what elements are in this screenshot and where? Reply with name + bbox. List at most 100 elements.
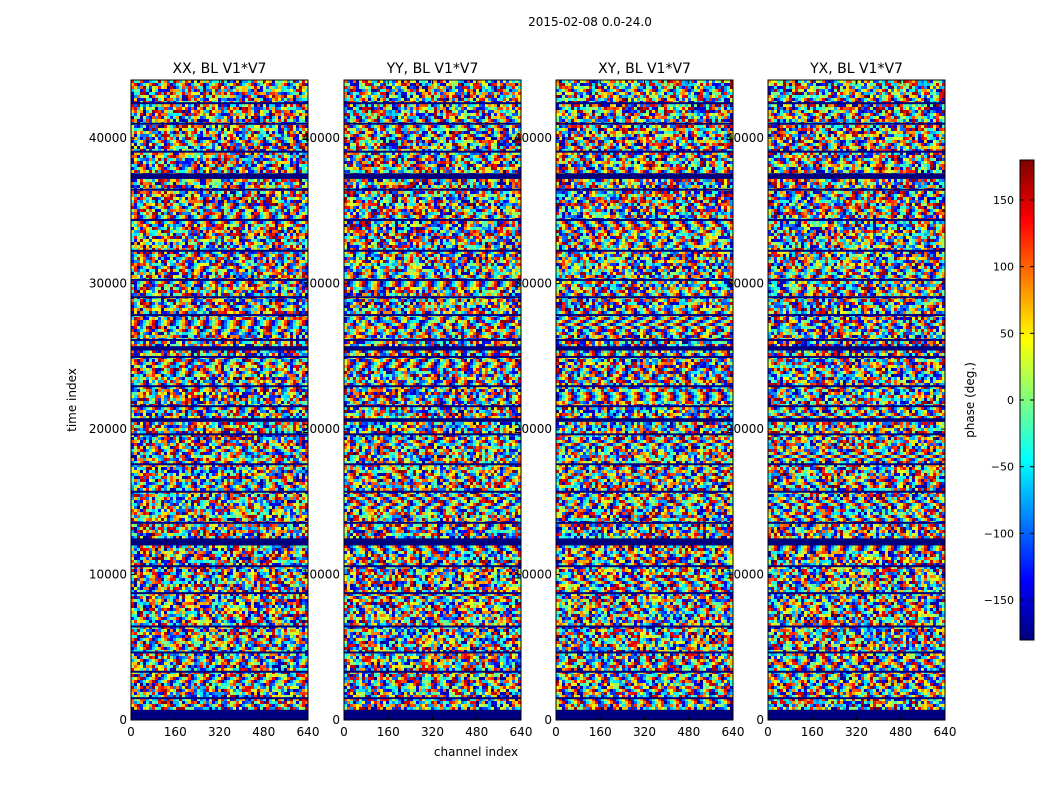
flagged-row <box>556 296 733 299</box>
flagged-row <box>131 278 308 281</box>
flagged-block <box>344 709 521 720</box>
panel-image <box>768 80 945 720</box>
flagged-block <box>131 709 308 720</box>
flagged-row <box>344 565 521 568</box>
flagged-block <box>556 540 733 546</box>
y-axis-label: time index <box>65 368 79 432</box>
flagged-row <box>768 150 945 153</box>
figure-suptitle: 2015-02-08 0.0-24.0 <box>528 15 652 29</box>
panel-2: YY, BL V1*V7 0 160 320 480 640 0 10000 20000 3000… <box>302 61 533 739</box>
x-tick-label: 0 <box>127 725 135 739</box>
flagged-row <box>768 565 945 568</box>
flagged-row <box>131 565 308 568</box>
flagged-row <box>556 651 733 654</box>
flagged-row <box>556 405 733 408</box>
colorbar: 150 100 50 0 −50 −100 −150 phase (deg.) <box>963 159 1035 641</box>
flagged-row <box>344 314 521 317</box>
flagged-row <box>344 433 521 436</box>
colorbar-tick-label: −150 <box>984 594 1014 607</box>
flagged-row <box>768 338 945 341</box>
flagged-row <box>556 565 733 568</box>
flagged-row <box>131 218 308 221</box>
flagged-row <box>768 625 945 628</box>
panel-3: XY, BL V1*V7 0 160 320 480 640 0 10000 20000 3000… <box>514 61 745 739</box>
flagged-row <box>556 625 733 628</box>
flagged-row <box>131 122 308 125</box>
flagged-row <box>131 296 308 299</box>
y-tick-label: 20000 <box>726 422 764 436</box>
flagged-row <box>556 521 733 524</box>
y-tick-label: 0 <box>756 713 764 727</box>
x-tick-label: 480 <box>252 725 275 739</box>
flagged-row <box>131 102 308 105</box>
y-tick-label: 40000 <box>302 131 340 145</box>
flagged-row <box>768 405 945 408</box>
flagged-row <box>556 122 733 125</box>
flagged-block <box>768 540 945 546</box>
colorbar-tick-label: 0 <box>1007 394 1014 407</box>
y-tick-label: 10000 <box>302 568 340 582</box>
flagged-row <box>768 102 945 105</box>
flagged-row <box>556 697 733 700</box>
flagged-row <box>556 150 733 153</box>
colorbar-label: phase (deg.) <box>963 362 977 438</box>
flagged-block <box>344 346 521 351</box>
flagged-row <box>556 338 733 341</box>
flagged-row <box>556 173 733 176</box>
flagged-row <box>344 218 521 221</box>
x-tick-label: 480 <box>889 725 912 739</box>
panel-4: YX, BL V1*V7 0 160 320 480 640 0 10000 20000 3000… <box>726 61 957 739</box>
flagged-row <box>768 433 945 436</box>
flagged-block <box>131 346 308 351</box>
flagged-row <box>344 538 521 541</box>
flagged-row <box>768 463 945 466</box>
panel-title: XY, BL V1*V7 <box>598 61 691 77</box>
flagged-row <box>131 355 308 358</box>
x-tick-label: 320 <box>421 725 444 739</box>
flagged-row <box>768 538 945 541</box>
flagged-row <box>768 314 945 317</box>
flagged-row <box>768 249 945 252</box>
flagged-row <box>344 697 521 700</box>
flagged-row <box>768 218 945 221</box>
flagged-row <box>131 592 308 595</box>
flagged-row <box>344 385 521 388</box>
y-tick-label: 0 <box>544 713 552 727</box>
x-tick-label: 0 <box>340 725 348 739</box>
flagged-row <box>556 670 733 673</box>
flagged-row <box>344 249 521 252</box>
flagged-block <box>344 540 521 546</box>
flagged-row <box>768 122 945 125</box>
flagged-row <box>768 592 945 595</box>
x-tick-label: 160 <box>377 725 400 739</box>
flagged-block <box>556 709 733 720</box>
flagged-row <box>768 490 945 493</box>
flagged-block <box>556 418 733 422</box>
flagged-row <box>768 188 945 191</box>
flagged-block <box>556 174 733 179</box>
y-tick-label: 30000 <box>514 277 552 291</box>
panel-title: YX, BL V1*V7 <box>809 61 903 77</box>
flagged-row <box>131 538 308 541</box>
x-tick-label: 0 <box>552 725 560 739</box>
flagged-row <box>344 405 521 408</box>
flagged-row <box>768 173 945 176</box>
flagged-block <box>556 346 733 351</box>
flagged-row <box>131 173 308 176</box>
flagged-row <box>768 355 945 358</box>
y-tick-label: 20000 <box>514 422 552 436</box>
flagged-row <box>344 592 521 595</box>
flagged-row <box>344 173 521 176</box>
flagged-block <box>131 540 308 546</box>
flagged-row <box>131 150 308 153</box>
flagged-row <box>556 433 733 436</box>
flagged-row <box>344 490 521 493</box>
panel-1: XX, BL V1*V7 0 160 320 480 640 0 10000 20000 3000… <box>89 61 320 739</box>
flagged-row <box>344 338 521 341</box>
y-tick-label: 20000 <box>89 422 127 436</box>
x-tick-label: 640 <box>722 725 745 739</box>
flagged-row <box>344 188 521 191</box>
flagged-row <box>131 463 308 466</box>
y-tick-label: 10000 <box>514 568 552 582</box>
